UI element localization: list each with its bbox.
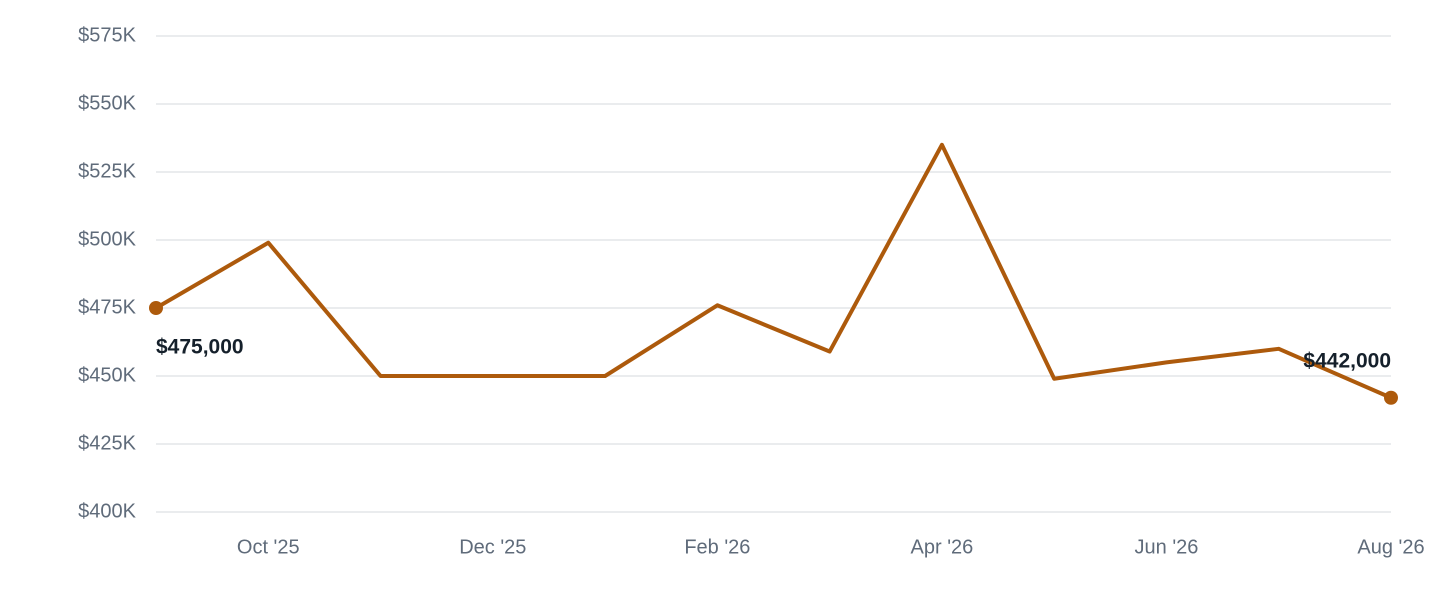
x-tick-label: Feb '26 [684,536,750,558]
y-tick-label: $400K [78,500,136,522]
value-label: $442,000 [1303,349,1391,372]
y-tick-label: $500K [78,228,136,250]
point [1384,390,1398,405]
y-tick-label: $475K [78,296,136,318]
y-tick-label: $525K [78,160,136,182]
x-tick-label: Apr '26 [911,536,974,558]
point [149,301,163,315]
x-tick-label: Aug '26 [1357,536,1424,558]
y-tick-label: $575K [78,24,136,46]
y-tick-label: $425K [78,432,136,454]
y-tick-label: $450K [78,364,136,386]
x-tick-label: Dec '25 [459,536,526,558]
x-tick-label: Oct '25 [237,536,300,558]
line [154,142,1392,400]
x-tick-label: Jun '26 [1135,536,1199,558]
y-tick-label: $550K [78,92,136,114]
value-label: $475,000 [156,336,244,359]
